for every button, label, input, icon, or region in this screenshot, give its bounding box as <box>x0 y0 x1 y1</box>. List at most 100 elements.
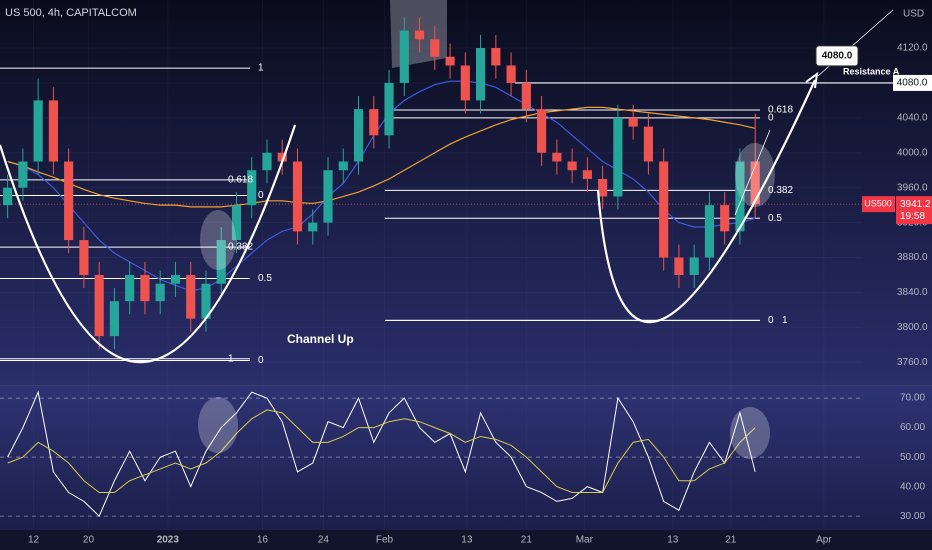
moving-average <box>7 106 756 208</box>
candle-body <box>689 257 699 275</box>
candle-body <box>720 205 730 232</box>
candle-body <box>79 240 89 275</box>
callout-value: 4080.0 <box>822 51 853 62</box>
candle-body <box>201 283 211 319</box>
candle-body <box>537 109 547 153</box>
x-tick-label: Mar <box>576 535 594 546</box>
x-tick-label: 21 <box>725 535 737 546</box>
y-tick-label: 70.00 <box>900 393 925 404</box>
y-tick-label: 60.00 <box>900 422 925 433</box>
candle-body <box>292 161 303 232</box>
resistance-label: Resistance A <box>843 66 900 76</box>
candle-body <box>125 275 135 302</box>
y-tick-label: 3960.0 <box>897 182 928 193</box>
y-tick-label: 3760.0 <box>897 357 928 368</box>
candle-body <box>460 65 470 101</box>
rsi-line <box>7 409 756 494</box>
fib-label: 0.618 <box>228 174 253 185</box>
y-tick-label: 3800.0 <box>897 322 928 333</box>
time-axis <box>0 530 932 550</box>
candle-body <box>18 161 28 188</box>
fib-label: 0.382 <box>228 242 253 253</box>
candle-body <box>140 275 150 302</box>
rsi-line <box>7 390 756 517</box>
candle-body <box>613 117 623 197</box>
rsi-pane <box>0 386 932 530</box>
x-tick-label: Feb <box>376 535 394 546</box>
candle-body <box>247 170 257 206</box>
x-tick-label: Apr <box>816 535 832 546</box>
fib-label: 0 <box>768 315 774 326</box>
highlight <box>730 407 770 459</box>
candle-body <box>170 275 181 284</box>
candle-body <box>323 170 333 223</box>
fib-label: 0.618 <box>768 105 793 116</box>
candle-body <box>476 48 486 101</box>
y-tick-label: 30.00 <box>900 511 925 522</box>
projection <box>734 129 771 216</box>
candle-body <box>567 161 577 171</box>
y-tick-label: 40.00 <box>900 481 925 492</box>
axis-tag <box>893 74 932 91</box>
candle-body <box>369 109 379 136</box>
fib-label: 0 <box>768 112 774 123</box>
fib-label: 1 <box>228 353 234 364</box>
candle-body <box>643 126 653 162</box>
y-tick-label: 3840.0 <box>897 287 928 298</box>
moving-average <box>7 80 756 292</box>
fib-label: 0.5 <box>258 273 272 284</box>
candle-body <box>552 152 562 162</box>
x-tick-label: 13 <box>667 535 679 546</box>
candle-body <box>308 222 318 232</box>
candle-body <box>277 152 287 162</box>
candle-body <box>3 187 13 206</box>
currency: USD <box>903 9 924 20</box>
x-tick-label: 24 <box>318 535 330 546</box>
price-tag-countdown: 19:58 <box>900 211 925 222</box>
candle-body <box>384 82 394 136</box>
candle-body <box>430 39 440 57</box>
channel-curve <box>0 124 297 364</box>
price-tag <box>896 196 932 225</box>
candle-body <box>216 240 226 284</box>
candle-body <box>491 48 501 66</box>
chart-title: US 500, 4h, CAPITALCOM <box>5 7 137 19</box>
candle-body <box>628 117 638 127</box>
symbol-tag <box>862 196 895 213</box>
x-tick-label: 16 <box>257 535 269 546</box>
highlight <box>200 210 236 270</box>
candle-body <box>414 30 425 40</box>
candle-body <box>353 109 364 162</box>
candle-body <box>262 152 272 171</box>
candle-body <box>750 161 760 205</box>
candle-body <box>338 161 348 171</box>
candle-body <box>48 100 58 162</box>
candle-body <box>231 205 242 241</box>
candle-body <box>598 178 608 197</box>
candle-body <box>64 161 74 241</box>
x-tick-label: 13 <box>461 535 473 546</box>
annotation: Channel Up <box>287 332 354 346</box>
candle-body <box>704 205 715 258</box>
y-tick-label: 3880.0 <box>897 252 928 263</box>
candle-body <box>521 82 531 110</box>
candle-body <box>445 56 455 66</box>
fib-label: 0.382 <box>768 185 793 196</box>
candle-body <box>33 100 43 162</box>
candle-body <box>94 275 104 337</box>
x-tick-label: 20 <box>83 535 95 546</box>
fib-label: 1 <box>258 63 264 74</box>
x-tick-label: 2023 <box>157 535 180 546</box>
candle-body <box>506 65 516 83</box>
axis-tag-value: 4080.0 <box>897 78 928 89</box>
callout <box>815 45 859 67</box>
y-tick-label: 4120.0 <box>897 43 928 54</box>
fib-label: 1 <box>782 315 788 326</box>
fib-label: 0.5 <box>768 213 782 224</box>
candle-body <box>399 30 409 83</box>
candle-body <box>674 257 684 275</box>
highlight <box>198 397 238 453</box>
candle-body <box>155 283 165 302</box>
fib-label: 0 <box>258 190 264 201</box>
